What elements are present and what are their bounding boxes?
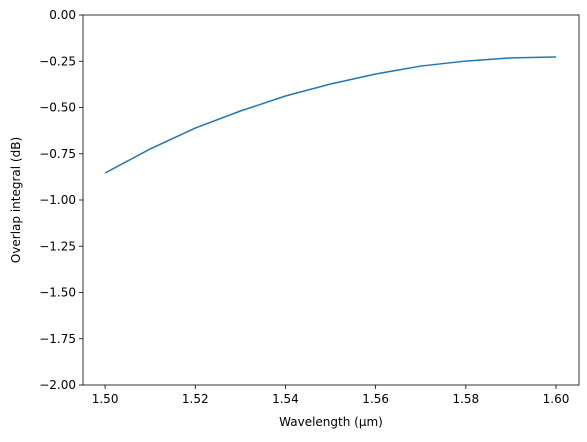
y-tick-label: −0.75 (39, 147, 76, 161)
y-tick-label: −1.00 (39, 193, 76, 207)
x-tick-label: 1.52 (182, 392, 209, 406)
line-series (104, 56, 557, 174)
plot-frame (82, 14, 580, 386)
x-tick-label: 1.56 (362, 392, 389, 406)
y-tick-label: −2.00 (39, 378, 76, 392)
y-tick-label: −1.75 (39, 332, 76, 346)
x-tick-label: 1.54 (272, 392, 299, 406)
y-tick-label: −0.50 (39, 101, 76, 115)
y-tick-label: −1.50 (39, 286, 76, 300)
x-tick-label: 1.60 (543, 392, 570, 406)
x-axis-label: Wavelength (μm) (279, 415, 383, 429)
y-tick-label: −1.25 (39, 239, 76, 253)
x-tick-label: 1.58 (452, 392, 479, 406)
x-tick-label: 1.50 (92, 392, 119, 406)
y-tick-label: −0.25 (39, 54, 76, 68)
y-axis-label: Overlap integral (dB) (9, 137, 23, 263)
y-tick-label: 0.00 (49, 8, 76, 22)
